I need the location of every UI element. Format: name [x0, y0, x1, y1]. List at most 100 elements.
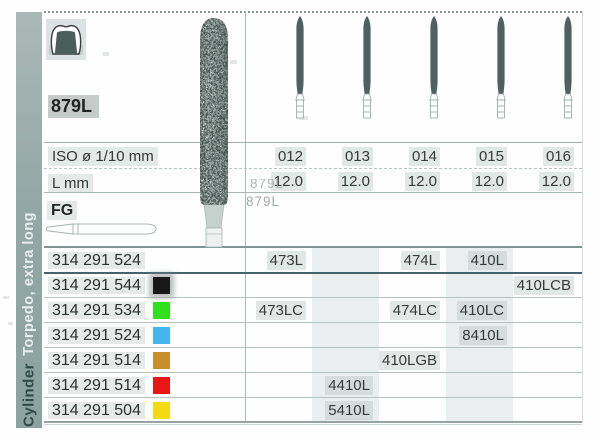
product-code: 410LC: [446, 298, 513, 323]
product-code: 473L: [245, 248, 312, 273]
order-number: 314 291 514: [48, 373, 145, 398]
length-value: 12.0: [513, 170, 580, 194]
product-code: [312, 298, 379, 323]
iso-value: 013: [312, 145, 379, 169]
iso-value: 015: [446, 145, 513, 169]
grid-line: [44, 192, 582, 193]
scan-noise: [8, 322, 13, 325]
order-number: 314 291 544: [48, 273, 145, 298]
order-number: 314 291 524: [48, 248, 145, 273]
product-code: 410L: [446, 248, 513, 273]
product-code: [245, 398, 312, 423]
bur-silhouette-icon: [563, 16, 573, 119]
product-code: [513, 348, 580, 373]
product-code: 474LC: [379, 298, 446, 323]
series-code: 879L: [48, 95, 100, 118]
grit-color-chip: [153, 377, 170, 394]
table-right-border: [582, 11, 583, 423]
scan-noise: [230, 60, 237, 64]
grit-color-chip: [153, 302, 170, 319]
panel-divider: [245, 11, 246, 423]
diamond-bur-photo: [200, 18, 228, 248]
watermark: 879L: [246, 194, 281, 209]
table-bottom-shadow: [44, 424, 582, 425]
product-code: [312, 248, 379, 273]
product-code: [245, 323, 312, 348]
product-code: [379, 398, 446, 423]
bur-silhouette-icon: [496, 16, 506, 119]
length-label: L mm: [48, 174, 93, 193]
iso-value: 012: [245, 145, 312, 169]
product-code: [245, 348, 312, 373]
length-value: 12.0: [245, 170, 312, 194]
product-code: [513, 248, 580, 273]
product-code: [312, 273, 379, 298]
grid-line: [44, 142, 582, 143]
product-code: [379, 373, 446, 398]
order-number: 314 291 534: [48, 298, 145, 323]
bur-silhouette-icon: [295, 16, 305, 119]
scan-noise: [3, 296, 9, 299]
product-code: 410LGB: [379, 348, 446, 373]
grid-line-dark: [44, 272, 582, 274]
product-code: [513, 298, 580, 323]
product-row: 314 291 544 410LCB: [0, 273, 600, 298]
product-code: 4410L: [312, 373, 379, 398]
product-code: 410LCB: [513, 273, 580, 298]
product-row: 314 291 504 5410L: [0, 398, 600, 423]
grit-color-chip: [153, 327, 170, 344]
product-code: 8410L: [446, 323, 513, 348]
table-bottom-border: [44, 421, 582, 423]
order-number: 314 291 524: [48, 323, 145, 348]
bur-silhouette-icon: [429, 16, 439, 119]
length-value: 12.0: [379, 170, 446, 194]
product-code: [379, 323, 446, 348]
product-code: [513, 398, 580, 423]
product-code: [312, 323, 379, 348]
table-top-border: [44, 11, 582, 13]
product-code: 473LC: [245, 298, 312, 323]
product-code: [446, 348, 513, 373]
grit-color-chip: [153, 277, 170, 294]
grit-color-chip: [153, 252, 170, 269]
watermark-ghost: 879L: [250, 179, 285, 191]
product-code: 5410L: [312, 398, 379, 423]
scan-noise: [103, 52, 109, 56]
grid-line: [44, 168, 582, 169]
product-code: [245, 373, 312, 398]
length-value: 12.0: [446, 170, 513, 194]
grid-line: [44, 347, 582, 348]
grid-line: [44, 397, 582, 398]
iso-value: 014: [379, 145, 446, 169]
fg-shank-outline-icon: [45, 223, 157, 235]
product-row: 314 291 534 473LC 474LC 410LC: [0, 298, 600, 323]
product-code: [446, 373, 513, 398]
grit-color-chip: [153, 352, 170, 369]
column-band-015: [446, 248, 513, 421]
product-row: 314 291 514 4410L: [0, 373, 600, 398]
category-sidebar: Torpedo, extra long Cylinder: [16, 12, 42, 428]
product-row: 314 291 524 8410L: [0, 323, 600, 348]
product-row: 314 291 514 410LGB: [0, 348, 600, 373]
length-value: 12.0: [312, 170, 379, 194]
molar-tooth-icon: [49, 24, 83, 55]
product-code: [245, 273, 312, 298]
product-row: 314 291 524 473L 474L 410L: [0, 248, 600, 273]
order-number: 314 291 504: [48, 398, 145, 423]
product-code: [312, 348, 379, 373]
iso-value: 016: [513, 145, 580, 169]
product-code: 474L: [379, 248, 446, 273]
column-band-013: [312, 248, 379, 421]
bur-silhouette-icon: [362, 16, 372, 119]
product-code: [379, 273, 446, 298]
grit-color-chip: [153, 402, 170, 419]
order-number: 314 291 514: [48, 348, 145, 373]
grid-line: [44, 297, 582, 298]
product-code: [513, 373, 580, 398]
product-code: [446, 273, 513, 298]
scan-noise: [300, 116, 308, 120]
indication-box: [46, 19, 86, 60]
product-code: [513, 323, 580, 348]
iso-diameter-label: ISO ø 1/10 mm: [48, 147, 158, 166]
